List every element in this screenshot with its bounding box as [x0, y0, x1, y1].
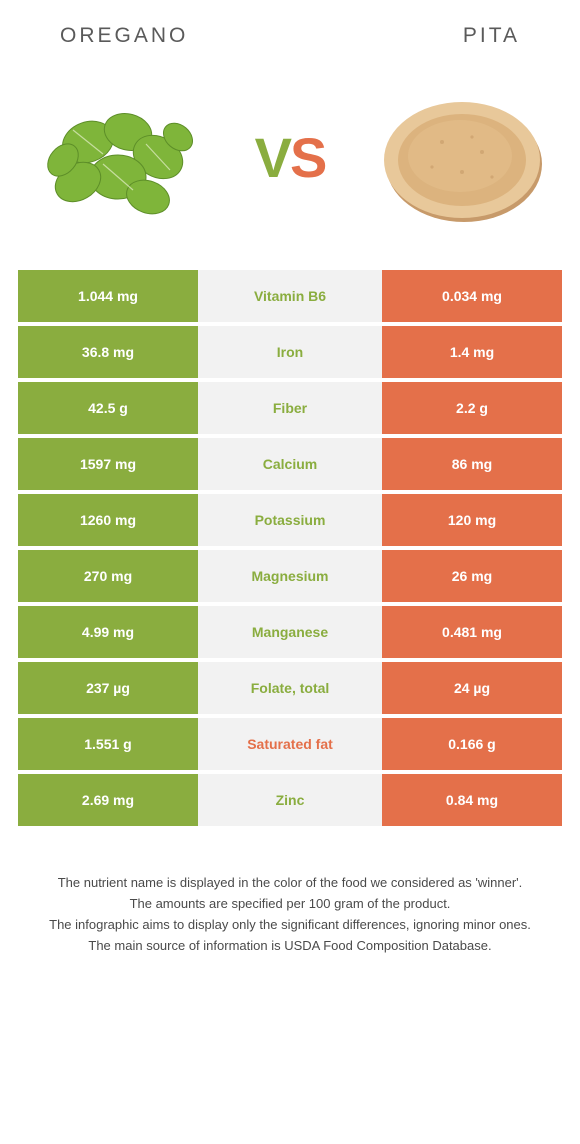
table-row: 2.69 mgZinc0.84 mg — [18, 774, 562, 826]
nutrient-label: Calcium — [198, 438, 382, 490]
nutrient-label: Iron — [198, 326, 382, 378]
table-row: 4.99 mgManganese0.481 mg — [18, 606, 562, 658]
value-left: 36.8 mg — [18, 326, 198, 378]
table-row: 1.551 gSaturated fat0.166 g — [18, 718, 562, 770]
nutrient-label: Saturated fat — [198, 718, 382, 770]
value-left: 1597 mg — [18, 438, 198, 490]
vs-v: V — [255, 126, 290, 189]
value-right: 0.166 g — [382, 718, 562, 770]
value-left: 270 mg — [18, 550, 198, 602]
vs-label: VS — [255, 125, 326, 190]
table-row: 1260 mgPotassium120 mg — [18, 494, 562, 546]
oregano-image — [28, 72, 208, 242]
value-right: 2.2 g — [382, 382, 562, 434]
nutrient-label: Fiber — [198, 382, 382, 434]
header: OREGANO PITA — [0, 0, 580, 52]
value-left: 4.99 mg — [18, 606, 198, 658]
value-right: 86 mg — [382, 438, 562, 490]
images-row: VS — [0, 52, 580, 270]
footer-line-1: The nutrient name is displayed in the co… — [30, 874, 550, 893]
footer-line-2: The amounts are specified per 100 gram o… — [30, 895, 550, 914]
pita-image — [372, 72, 552, 242]
value-left: 2.69 mg — [18, 774, 198, 826]
nutrient-label: Folate, total — [198, 662, 382, 714]
nutrient-label: Magnesium — [198, 550, 382, 602]
food-name-right: PITA — [463, 24, 520, 48]
footer-line-4: The main source of information is USDA F… — [30, 937, 550, 956]
nutrient-label: Manganese — [198, 606, 382, 658]
value-right: 0.034 mg — [382, 270, 562, 322]
nutrient-label: Potassium — [198, 494, 382, 546]
table-row: 42.5 gFiber2.2 g — [18, 382, 562, 434]
nutrient-table: 1.044 mgVitamin B60.034 mg36.8 mgIron1.4… — [18, 270, 562, 826]
footer-line-3: The infographic aims to display only the… — [30, 916, 550, 935]
value-left: 42.5 g — [18, 382, 198, 434]
nutrient-label: Zinc — [198, 774, 382, 826]
value-right: 1.4 mg — [382, 326, 562, 378]
table-row: 36.8 mgIron1.4 mg — [18, 326, 562, 378]
table-row: 1597 mgCalcium86 mg — [18, 438, 562, 490]
table-row: 1.044 mgVitamin B60.034 mg — [18, 270, 562, 322]
value-right: 24 µg — [382, 662, 562, 714]
footer-notes: The nutrient name is displayed in the co… — [0, 830, 580, 955]
table-row: 270 mgMagnesium26 mg — [18, 550, 562, 602]
value-left: 237 µg — [18, 662, 198, 714]
value-right: 120 mg — [382, 494, 562, 546]
value-right: 0.481 mg — [382, 606, 562, 658]
food-name-left: OREGANO — [60, 24, 188, 48]
value-right: 26 mg — [382, 550, 562, 602]
value-right: 0.84 mg — [382, 774, 562, 826]
value-left: 1.044 mg — [18, 270, 198, 322]
value-left: 1.551 g — [18, 718, 198, 770]
value-left: 1260 mg — [18, 494, 198, 546]
table-row: 237 µgFolate, total24 µg — [18, 662, 562, 714]
nutrient-label: Vitamin B6 — [198, 270, 382, 322]
vs-s: S — [290, 126, 325, 189]
